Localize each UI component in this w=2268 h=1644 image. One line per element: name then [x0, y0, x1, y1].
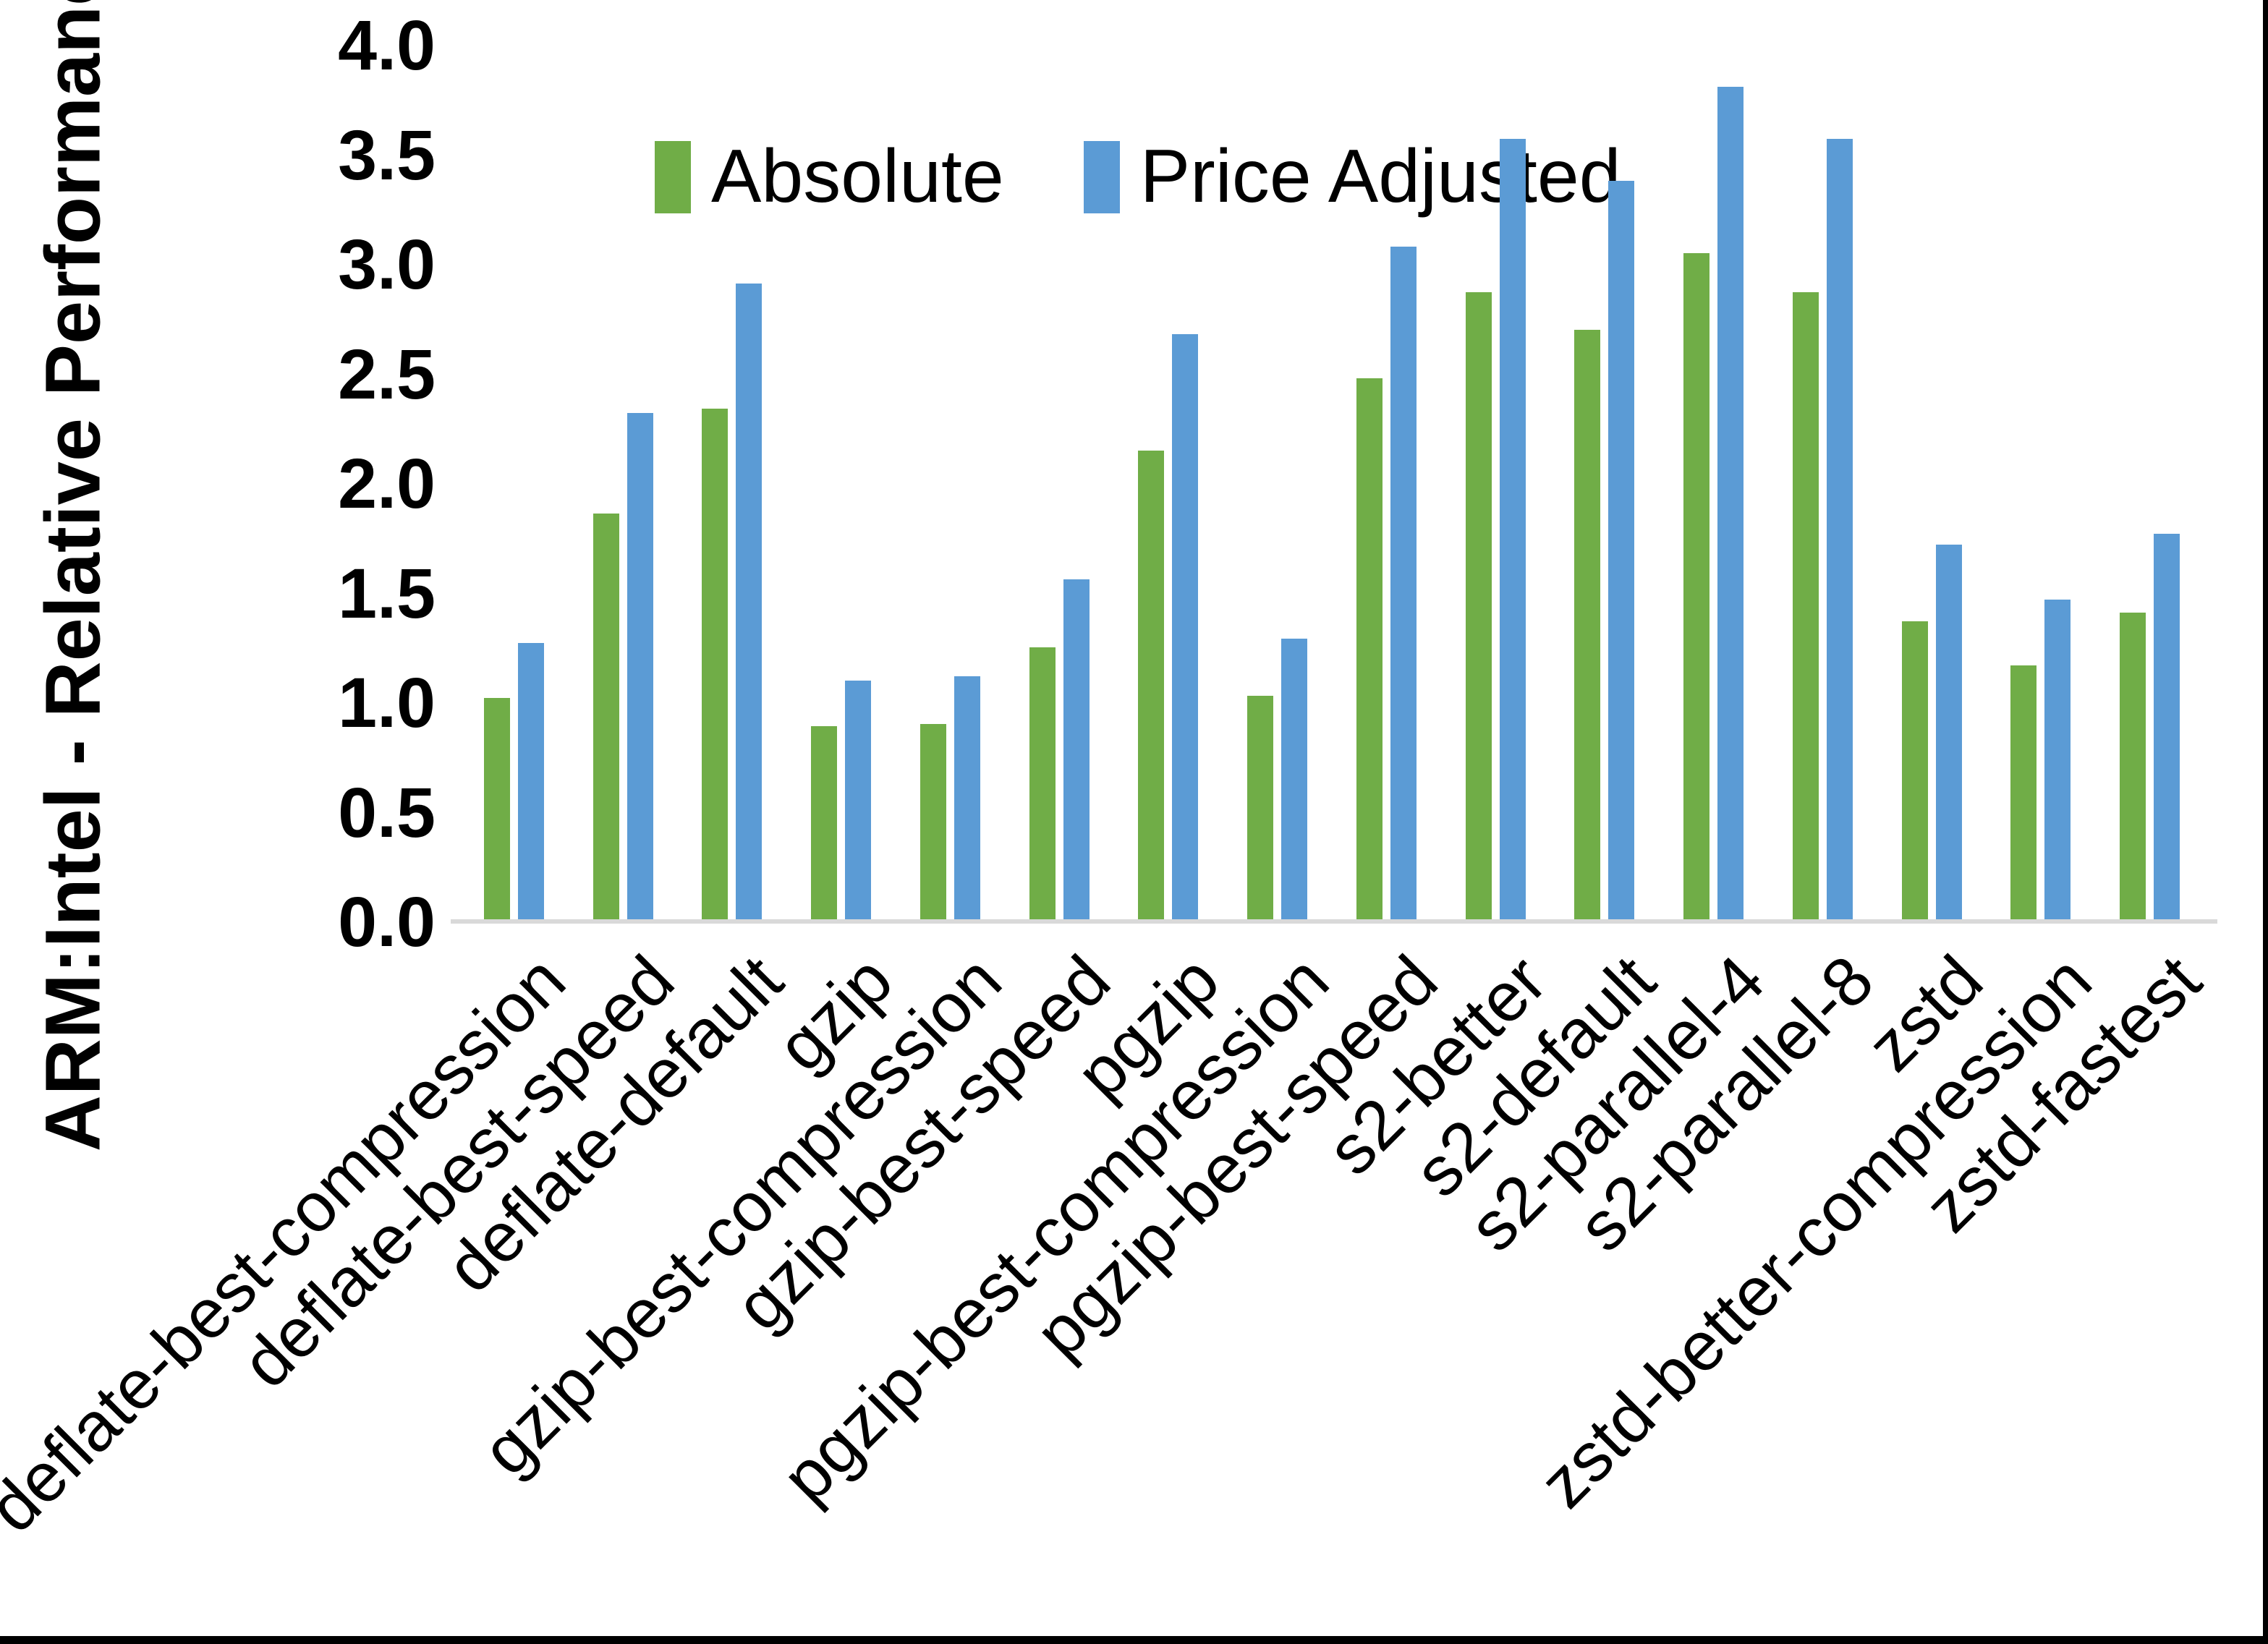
bar-absolute	[1574, 329, 1601, 921]
bar-group	[569, 45, 678, 921]
x-axis-line	[451, 919, 2217, 924]
bar-group	[678, 45, 787, 921]
bar-absolute	[1247, 695, 1274, 921]
bar-group	[1332, 45, 1441, 921]
bar-price-adjusted	[736, 284, 763, 921]
bar-price-adjusted	[1608, 180, 1635, 921]
bar-price-adjusted	[517, 643, 544, 921]
bar-price-adjusted	[1172, 333, 1199, 921]
legend-swatch-price-adjusted-icon	[1083, 140, 1120, 213]
bar-group	[1768, 45, 1877, 921]
legend-item-price-adjusted: Price Adjusted	[1083, 134, 1621, 220]
plot-area	[459, 45, 2204, 921]
y-tick-label: 4.0	[338, 6, 436, 85]
bar-absolute	[2010, 665, 2037, 921]
bar-group	[1441, 45, 1550, 921]
screenshot-right-border	[2263, 0, 2268, 1644]
bar-group	[896, 45, 1005, 921]
bar-absolute	[1901, 621, 1928, 921]
bar-absolute	[1683, 252, 1710, 921]
bar-group	[1223, 45, 1332, 921]
bar-price-adjusted	[1499, 139, 1526, 921]
bar-price-adjusted	[954, 676, 980, 921]
legend: Absolute Price Adjusted	[655, 134, 1621, 220]
bar-price-adjusted	[2154, 533, 2180, 921]
bar-absolute	[919, 724, 946, 921]
bar-price-adjusted	[2044, 599, 2071, 921]
y-tick-label: 3.0	[338, 225, 436, 304]
y-tick-label: 1.0	[338, 663, 436, 742]
y-axis-title: ARM:Intel - Relative Performance	[28, 0, 116, 1152]
bar-price-adjusted	[1935, 544, 1962, 921]
bar-group	[1987, 45, 2096, 921]
bar-price-adjusted	[1390, 246, 1417, 921]
bar-price-adjusted	[1281, 639, 1308, 921]
bar-group	[1114, 45, 1223, 921]
bar-price-adjusted	[627, 413, 653, 921]
y-tick-label: 0.0	[338, 882, 436, 961]
y-tick-label: 1.5	[338, 553, 436, 633]
bar-absolute	[1138, 450, 1165, 921]
bar-absolute	[593, 514, 619, 921]
bar-group	[786, 45, 896, 921]
bar-absolute	[1029, 647, 1056, 921]
bar-price-adjusted	[1717, 86, 1744, 921]
y-tick-label: 2.5	[338, 334, 436, 414]
y-tick-label: 0.5	[338, 772, 436, 852]
bar-group	[1550, 45, 1660, 921]
bar-group	[2095, 45, 2204, 921]
screenshot-bottom-border	[0, 1636, 2268, 1644]
bar-absolute	[2120, 612, 2146, 921]
bar-absolute	[1792, 292, 1819, 921]
legend-label-price-adjusted: Price Adjusted	[1139, 135, 1621, 218]
bar-absolute	[1465, 292, 1492, 921]
bar-price-adjusted	[1826, 139, 1853, 921]
bar-absolute	[1356, 378, 1383, 921]
bar-group	[1005, 45, 1114, 921]
y-tick-label: 2.0	[338, 444, 436, 523]
bar-group	[1659, 45, 1768, 921]
legend-label-absolute: Absolute	[711, 135, 1004, 218]
bar-price-adjusted	[1063, 579, 1090, 921]
bar-absolute	[811, 726, 838, 921]
bar-absolute	[483, 697, 510, 921]
bar-price-adjusted	[845, 680, 872, 921]
bar-absolute	[702, 408, 729, 921]
bar-group	[1877, 45, 1987, 921]
bar-group	[459, 45, 569, 921]
legend-item-absolute: Absolute	[655, 134, 1004, 220]
legend-swatch-absolute-icon	[655, 140, 691, 213]
y-tick-label: 3.5	[338, 115, 436, 195]
